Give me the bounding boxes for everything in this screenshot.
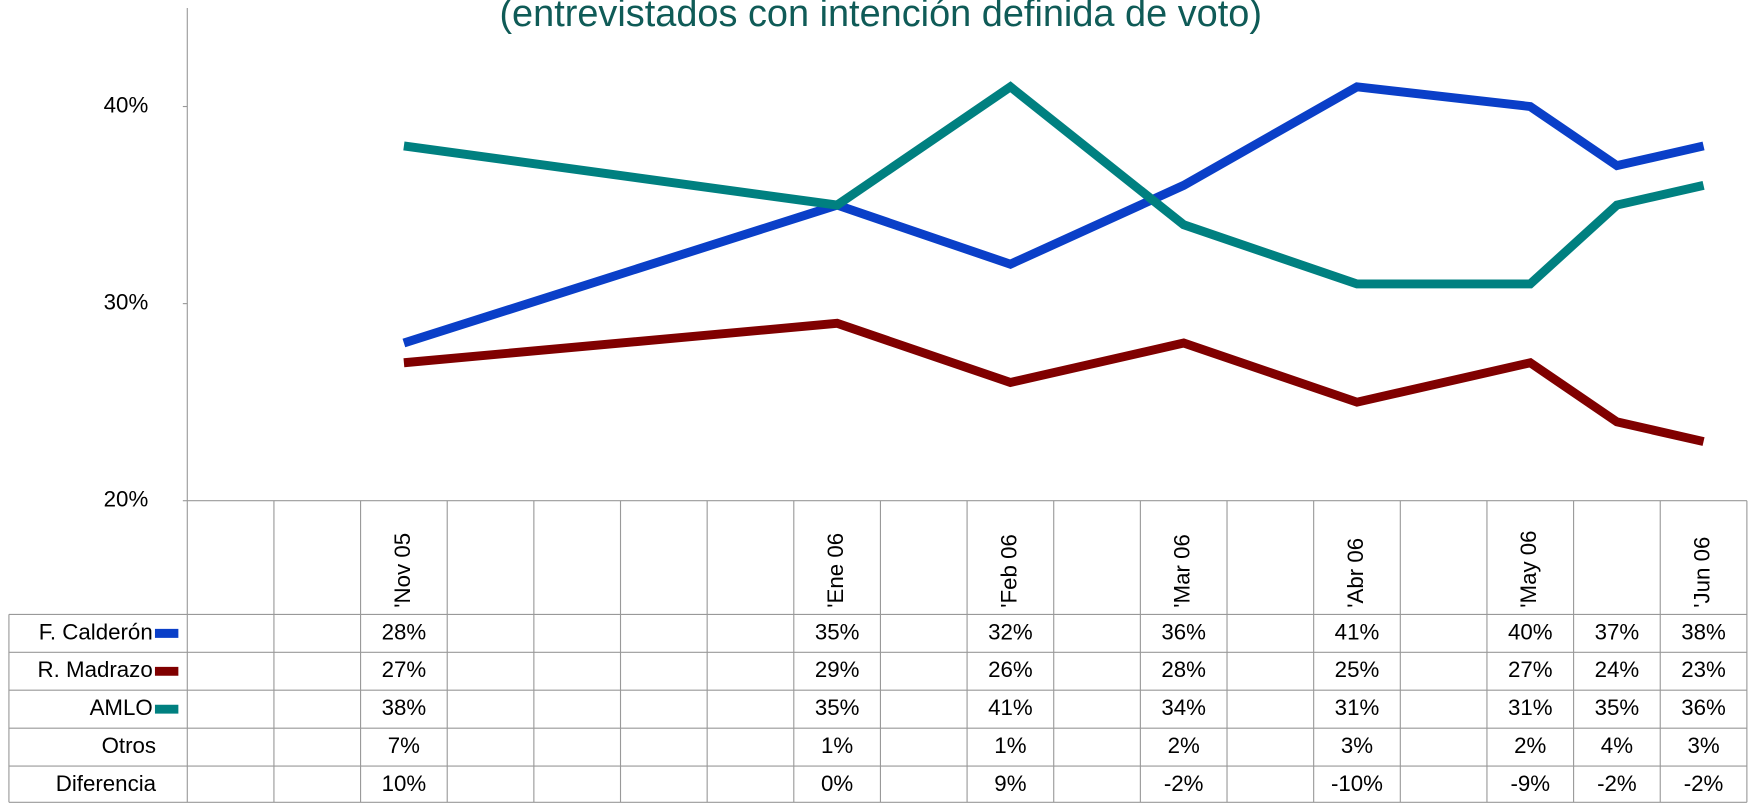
table-cell: -2% [1597,771,1637,796]
table-cell: 2% [1168,733,1200,758]
table-cell: 1% [821,733,853,758]
table-cell: 27% [382,657,427,682]
series-line [403,318,1705,446]
table-cell: 0% [821,771,853,796]
chart-title: (entrevistados con intención definida de… [499,0,1262,35]
table-cell: 35% [815,695,860,720]
x-tick-label: 'Nov 05 [390,533,415,608]
table-cell: 41% [988,695,1033,720]
table-cell: 36% [1161,619,1206,644]
table-cell: 2% [1514,733,1546,758]
x-tick-label: 'May 06 [1516,530,1541,607]
y-tick-label: 40% [104,92,149,117]
table-cell: 23% [1681,657,1726,682]
row-label: AMLO [90,695,153,720]
table-cell: 10% [382,771,427,796]
table-cell: -10% [1331,771,1383,796]
x-tick-label: 'Ene 06 [823,533,848,608]
table-cell: 31% [1508,695,1553,720]
x-tick-label: 'Feb 06 [996,534,1021,608]
y-tick-label: 20% [104,487,149,512]
table-cell: -2% [1684,771,1724,796]
table-cell: 36% [1681,695,1726,720]
table-cell: 28% [382,619,427,644]
table-cell: 9% [994,771,1026,796]
table-cell: 31% [1335,695,1380,720]
row-label: F. Calderón [39,619,153,644]
table-cell: 35% [815,619,860,644]
table-cell: -2% [1164,771,1204,796]
series-line [402,82,1705,348]
table-cell: 7% [388,733,420,758]
table-cell: 38% [382,695,427,720]
table-cell: 25% [1335,657,1380,682]
table-cell: 4% [1601,733,1633,758]
table-cell: 1% [994,733,1026,758]
row-label: Otros [102,733,156,758]
table-cell: 24% [1595,657,1640,682]
x-tick-label: 'Jun 06 [1689,537,1714,608]
series-line [403,81,1705,289]
table-cell: 34% [1161,695,1206,720]
table-cell: 28% [1161,657,1206,682]
y-tick-label: 30% [104,290,149,315]
x-tick-label: 'Abr 06 [1343,538,1368,608]
table-cell: 26% [988,657,1033,682]
table-cell: 3% [1341,733,1373,758]
table-cell: 29% [815,657,860,682]
table-cell: 35% [1595,695,1640,720]
table-cell: -9% [1510,771,1550,796]
table-cell: 27% [1508,657,1553,682]
row-label: Diferencia [56,771,157,796]
table-cell: 40% [1508,619,1553,644]
table-cell: 38% [1681,619,1726,644]
table-cell: 37% [1595,619,1640,644]
table-cell: 41% [1335,619,1380,644]
table-cell: 32% [988,619,1033,644]
table-cell: 3% [1687,733,1719,758]
x-tick-label: 'Mar 06 [1170,534,1195,608]
row-label: R. Madrazo [38,657,153,682]
